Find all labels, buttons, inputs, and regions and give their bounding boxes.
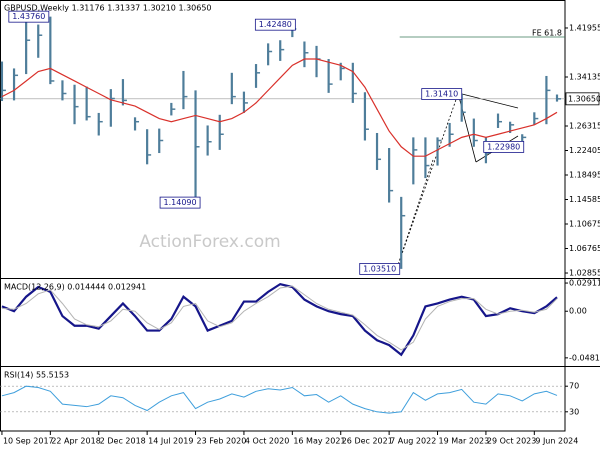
triangle-line [457, 92, 519, 109]
level-label: FE 61.8 [532, 28, 562, 37]
y-tick-label: 70 [569, 382, 579, 391]
annotation-label: 1.22980 [487, 142, 520, 151]
annotation-box [159, 196, 201, 209]
annotation-box [421, 88, 463, 100]
annotation-box [483, 140, 525, 153]
x-tick-label: 29 Oct 2023 [487, 437, 536, 446]
annotation-box [359, 263, 401, 275]
x-tick-label: 22 Apr 2018 [51, 437, 100, 446]
x-tick-label: 10 Sep 2017 [3, 437, 54, 446]
annotation-box [8, 10, 50, 23]
indicator-line [1, 58, 558, 157]
annotation-label: 1.42480 [259, 20, 292, 29]
x-tick-label: 4 Oct 2020 [245, 437, 289, 446]
y-tick-label: 1.06765 [569, 244, 600, 253]
watermark: ActionForex.com [139, 232, 280, 252]
trend-line [396, 159, 434, 269]
indicator-line [1, 285, 558, 351]
pane-title: MACD(12,26,9) 0.014444 0.012941 [4, 283, 146, 292]
trend-lines [396, 93, 459, 269]
price-marker-box [565, 92, 600, 106]
annotation-label: 1.43760 [12, 12, 45, 21]
trend-line [396, 93, 459, 269]
y-tick-label: 0.00 [569, 307, 587, 316]
x-tick-label: 19 Mar 2023 [439, 437, 490, 446]
x-tick-label: 14 Jul 2019 [148, 437, 193, 446]
x-tick-label: 26 Dec 2021 [342, 437, 393, 446]
y-tick-label: 30 [569, 407, 579, 416]
y-tick-label: -0.048189 [569, 353, 600, 362]
x-tick-label: 9 Jun 2024 [535, 437, 578, 446]
price-marker-label: 1.30650 [568, 94, 600, 103]
y-tick-label: 1.26315 [569, 121, 600, 130]
annotation-label: 1.03510 [363, 264, 396, 273]
annotation-label: 1.14090 [164, 198, 197, 207]
y-tick-label: 0.029114 [569, 279, 600, 288]
annotation-box [254, 18, 296, 31]
x-tick-label: 2 Dec 2018 [100, 437, 146, 446]
y-tick-label: 1.41955 [569, 23, 600, 32]
y-tick-label: 1.14585 [569, 195, 600, 204]
plot-frame [0, 0, 566, 432]
indicator-line [1, 282, 558, 357]
x-tick-label: 16 May 2021 [293, 437, 345, 446]
pane-title: GBPUSD,Weekly 1.31176 1.31337 1.30210 1.… [4, 4, 212, 13]
y-tick-label: 1.02855 [569, 269, 600, 278]
y-tick-label: 1.22405 [569, 146, 600, 155]
y-tick-label: 1.10675 [569, 220, 600, 229]
x-tick-label: 23 Feb 2020 [197, 437, 247, 446]
y-tick-label: 1.18495 [569, 171, 600, 180]
annotation-label: 1.31410 [425, 90, 458, 99]
y-tick-label: 1.34135 [569, 72, 600, 81]
pane-title: RSI(14) 55.5153 [4, 371, 69, 380]
indicator-line [1, 385, 558, 414]
x-tick-label: 7 Aug 2022 [390, 437, 436, 446]
